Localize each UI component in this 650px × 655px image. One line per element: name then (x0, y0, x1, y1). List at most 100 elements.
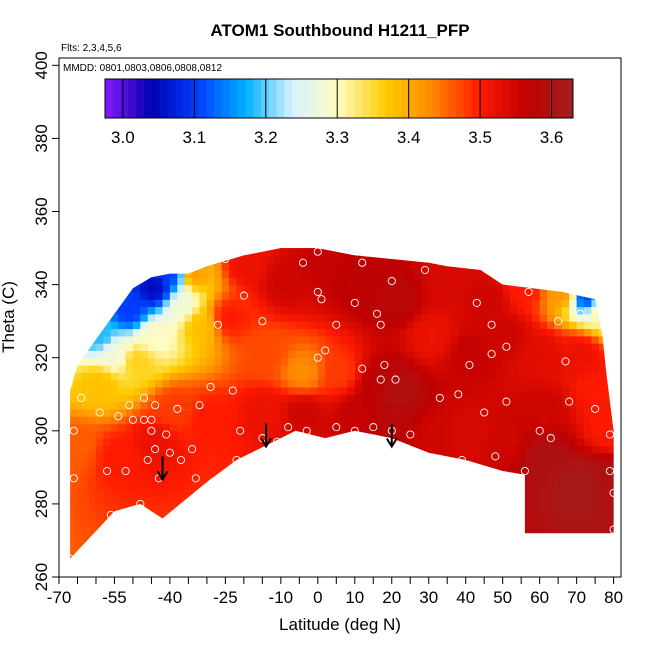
heatmap-cell (140, 255, 149, 264)
heatmap-cell (436, 233, 444, 241)
heatmap-cell (591, 343, 600, 351)
heatmap-cell (332, 460, 341, 468)
heatmap-cell (147, 270, 156, 278)
heatmap-cell (428, 394, 437, 403)
heatmap-cell (214, 277, 223, 286)
heatmap-cell (532, 299, 541, 308)
sample-point (121, 466, 130, 476)
heatmap-cell (273, 408, 282, 417)
heatmap-cell (428, 321, 437, 330)
heatmap-cell (487, 379, 496, 388)
heatmap-cell (347, 482, 356, 490)
heatmap-cell (465, 489, 474, 498)
heatmap-cell (510, 430, 519, 439)
heatmap-cell (258, 511, 267, 520)
heatmap-cell (118, 270, 127, 278)
heatmap-cell (221, 321, 230, 330)
heatmap-cell (413, 328, 422, 337)
heatmap-cell (103, 372, 112, 381)
heatmap-cell (273, 328, 282, 337)
heatmap-cell (303, 357, 311, 366)
sample-point (457, 455, 467, 465)
heatmap-cell (450, 357, 459, 366)
heatmap-cell (81, 328, 90, 337)
heatmap-cell (362, 255, 371, 264)
heatmap-cell (162, 335, 171, 344)
heatmap-cell (266, 489, 275, 498)
heatmap-cell (229, 306, 238, 315)
heatmap-cell (399, 460, 408, 468)
heatmap-cell (103, 248, 112, 256)
heatmap-cell (443, 452, 452, 461)
heatmap-cell (273, 540, 282, 549)
heatmap-cell (184, 328, 193, 337)
heatmap-cell (369, 445, 378, 454)
heatmap-cell (347, 438, 356, 446)
heatmap-cell (332, 248, 341, 249)
heatmap-cell (458, 379, 467, 388)
heatmap-cell (554, 467, 563, 476)
heatmap-cell (613, 321, 614, 330)
heatmap-cell (303, 350, 311, 359)
heatmap-cell (206, 423, 215, 432)
heatmap-cell (517, 438, 526, 446)
heatmap-cell (384, 482, 393, 490)
heatmap-cell (547, 357, 556, 366)
heatmap-cell (73, 525, 82, 534)
heatmap-cell (118, 328, 127, 337)
heatmap-cell (96, 445, 104, 454)
heatmap-cell (340, 445, 348, 454)
heatmap-cell (295, 343, 304, 351)
heatmap-cell (192, 284, 201, 293)
heatmap-cell (243, 423, 252, 432)
heatmap-cell (310, 467, 319, 476)
heatmap-cell (591, 452, 600, 461)
heatmap-cell (354, 525, 363, 534)
heatmap-cell (96, 416, 104, 425)
heatmap-cell (428, 401, 437, 410)
heatmap-cell (88, 533, 97, 541)
heatmap-cell (140, 408, 149, 417)
heatmap-cell (295, 277, 304, 286)
heatmap-cell (110, 547, 119, 556)
colorbar-strip (370, 79, 379, 118)
heatmap-cell (243, 547, 252, 556)
heatmap-cell (125, 350, 134, 359)
heatmap-cell (288, 482, 297, 490)
heatmap-cell (221, 357, 230, 366)
heatmap-cell (125, 445, 134, 454)
heatmap-cell (598, 525, 607, 534)
heatmap-cell (88, 416, 97, 425)
heatmap-cell (280, 394, 289, 403)
heatmap-cell (598, 452, 607, 461)
heatmap-cell (221, 270, 230, 278)
heatmap-cell (591, 518, 600, 527)
heatmap-cell (132, 365, 141, 373)
heatmap-cell (155, 350, 164, 359)
heatmap-cell (428, 248, 437, 256)
heatmap-cell (251, 496, 260, 505)
heatmap-cell (206, 489, 215, 498)
heatmap-cell (332, 438, 341, 446)
heatmap-cell (140, 277, 149, 286)
heatmap-cell (377, 270, 385, 278)
heatmap-cell (243, 503, 252, 512)
heatmap-cell (325, 452, 334, 461)
heatmap-cell (110, 321, 119, 330)
heatmap-cell (532, 365, 541, 373)
heatmap-cell (70, 474, 75, 483)
heatmap-cell (413, 496, 422, 505)
heatmap-cell (487, 394, 496, 403)
heatmap-cell (458, 416, 467, 425)
heatmap-cell (473, 533, 482, 541)
heatmap-cell (443, 547, 452, 556)
sample-point (313, 247, 322, 256)
heatmap-cell (214, 255, 223, 264)
heatmap-cell (266, 394, 275, 403)
heatmap-cell (184, 284, 193, 293)
heatmap-cell (406, 372, 415, 381)
heatmap-cell (103, 482, 112, 490)
heatmap-cell (561, 248, 570, 249)
heatmap-cell (288, 233, 296, 241)
heatmap-cell (81, 277, 90, 286)
